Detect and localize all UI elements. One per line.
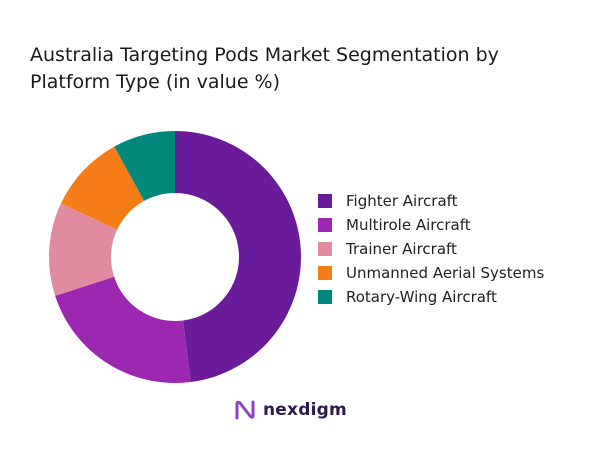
- legend-swatch: [318, 194, 332, 208]
- legend-label: Unmanned Aerial Systems: [346, 264, 545, 282]
- legend-item: Fighter Aircraft: [318, 189, 544, 213]
- legend-label: Rotary-Wing Aircraft: [346, 288, 497, 306]
- legend-swatch: [318, 266, 332, 280]
- legend-swatch: [318, 290, 332, 304]
- slice-fighter-aircraft: [175, 131, 302, 383]
- slice-trainer-aircraft: [49, 203, 118, 296]
- slice-multirole-aircraft: [55, 276, 191, 383]
- legend-label: Trainer Aircraft: [346, 240, 457, 258]
- chart-title: Australia Targeting Pods Market Segmenta…: [30, 44, 499, 93]
- slice-unmanned-aerial-systems: [60, 146, 145, 230]
- legend-item: Rotary-Wing Aircraft: [318, 285, 544, 309]
- legend-item: Trainer Aircraft: [318, 237, 544, 261]
- legend-swatch: [318, 242, 332, 256]
- legend-label: Multirole Aircraft: [346, 216, 471, 234]
- chart-legend: Fighter Aircraft Multirole Aircraft Traine…: [318, 189, 544, 309]
- legend-item: Unmanned Aerial Systems: [318, 261, 544, 285]
- slice-rotary-wing-aircraft: [114, 131, 175, 201]
- legend-item: Multirole Aircraft: [318, 213, 544, 237]
- nexdigm-logo: nexdigm: [233, 398, 347, 422]
- legend-label: Fighter Aircraft: [346, 192, 458, 210]
- nexdigm-logo-icon: [235, 400, 255, 420]
- legend-swatch: [318, 218, 332, 232]
- logo-text: nexdigm: [263, 400, 347, 420]
